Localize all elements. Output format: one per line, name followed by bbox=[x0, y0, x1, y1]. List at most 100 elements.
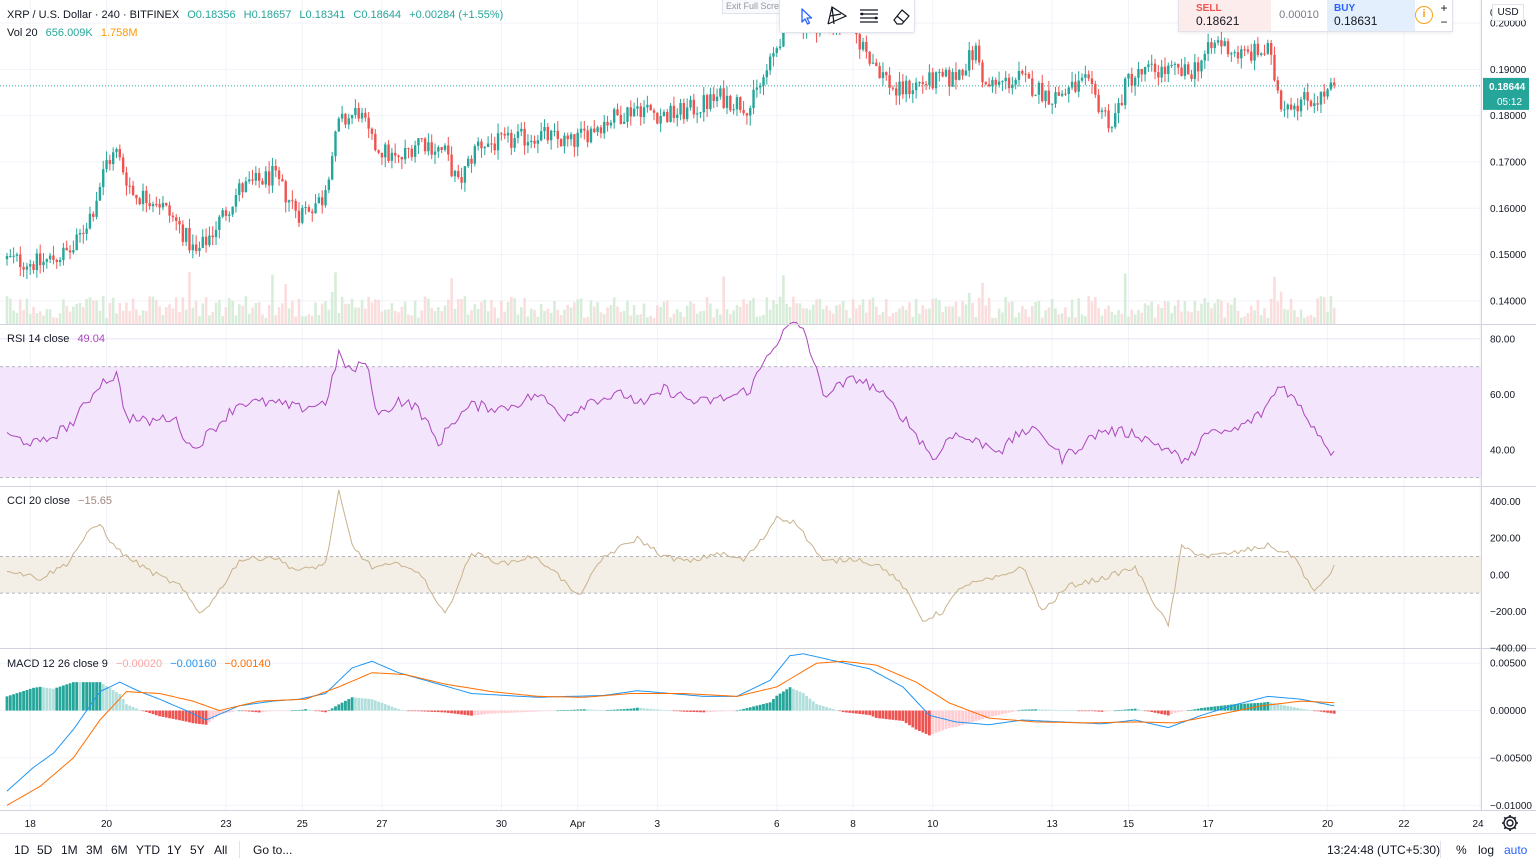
volume-bar bbox=[1303, 317, 1306, 324]
goto-button[interactable]: Go to... bbox=[253, 843, 293, 857]
trend-line-icon[interactable] bbox=[824, 4, 850, 28]
volume-bar bbox=[1110, 311, 1114, 324]
candle-body bbox=[311, 211, 314, 214]
volume-bar bbox=[563, 309, 566, 324]
auto-toggle[interactable]: auto bbox=[1504, 843, 1528, 857]
sell-button[interactable]: SELL 0.18621 bbox=[1179, 0, 1271, 31]
macd-hist-bar bbox=[327, 710, 331, 711]
plus-button[interactable]: + bbox=[1440, 1, 1448, 15]
candle-body bbox=[1256, 43, 1260, 55]
volume-bar bbox=[652, 317, 656, 324]
volume-bar bbox=[669, 317, 672, 324]
macd-hist-bar bbox=[509, 710, 513, 713]
volume-bar bbox=[257, 302, 261, 324]
currency-button[interactable]: USD bbox=[1492, 4, 1524, 21]
range-6m[interactable]: 6M bbox=[111, 843, 128, 857]
symbol-title[interactable]: XRP / U.S. Dollar · 240 · BITFINEX bbox=[7, 9, 180, 21]
volume-bar bbox=[699, 311, 702, 324]
candle-body bbox=[1157, 72, 1160, 78]
macd-label[interactable]: MACD 12 26 close 9 bbox=[7, 658, 108, 670]
log-toggle[interactable]: log bbox=[1478, 843, 1495, 857]
volume-bar bbox=[592, 306, 596, 324]
rsi-label[interactable]: RSI 14 close bbox=[7, 333, 70, 345]
macd-hist-bar bbox=[961, 710, 964, 726]
candle-body bbox=[1097, 94, 1100, 113]
macd-hist-bar bbox=[317, 710, 321, 712]
current-price-label: 0.18644 bbox=[1489, 82, 1526, 93]
volume-bar bbox=[423, 296, 427, 324]
range-all[interactable]: All bbox=[214, 843, 228, 857]
settings-gear-icon[interactable] bbox=[1500, 813, 1520, 833]
fib-lines-icon[interactable] bbox=[856, 4, 882, 28]
range-5d[interactable]: 5D bbox=[37, 843, 53, 857]
candle-body bbox=[685, 107, 689, 120]
macd-hist-bar bbox=[772, 699, 775, 711]
macd-hist-bar bbox=[1097, 710, 1101, 712]
main-legend[interactable]: XRP / U.S. Dollar · 240 · BITFINEX O0.18… bbox=[7, 9, 508, 21]
macd-hist-bar bbox=[908, 710, 911, 726]
volume-bar bbox=[105, 317, 108, 324]
macd-hist-bar bbox=[1302, 709, 1306, 711]
candle-body bbox=[238, 183, 241, 196]
volume-bar bbox=[1021, 305, 1024, 324]
volume-bar bbox=[622, 310, 626, 324]
candle-body bbox=[971, 50, 974, 61]
range-1m[interactable]: 1M bbox=[61, 843, 78, 857]
macd-hist-bar bbox=[1203, 707, 1207, 711]
range-5y[interactable]: 5Y bbox=[190, 843, 205, 857]
range-1y[interactable]: 1Y bbox=[167, 843, 182, 857]
volume-bar bbox=[709, 303, 712, 324]
macd-legend[interactable]: MACD 12 26 close 9 −0.00020 −0.00160 −0.… bbox=[7, 658, 276, 670]
macd-hist-bar bbox=[795, 690, 799, 711]
volume-label[interactable]: Vol 20 bbox=[7, 27, 38, 39]
time-tick-label: 23 bbox=[220, 819, 232, 830]
macd-hist-bar bbox=[1239, 703, 1243, 711]
candle-body bbox=[1130, 73, 1134, 86]
range-1d[interactable]: 1D bbox=[14, 843, 30, 857]
candle-body bbox=[294, 200, 297, 211]
volume-bar bbox=[1196, 310, 1200, 324]
macd-hist-bar bbox=[1219, 705, 1223, 711]
macd-hist-bar bbox=[785, 689, 789, 711]
cci-legend[interactable]: CCI 20 close −15.65 bbox=[7, 495, 117, 507]
rsi-legend[interactable]: RSI 14 close 49.04 bbox=[7, 333, 110, 345]
volume-bar bbox=[606, 307, 609, 324]
volume-bar bbox=[752, 298, 755, 324]
high-value: H0.18657 bbox=[243, 9, 292, 21]
candle-body bbox=[732, 109, 735, 111]
macd-hist-bar bbox=[559, 710, 563, 711]
range-ytd[interactable]: YTD bbox=[136, 843, 160, 857]
volume-bar bbox=[941, 311, 944, 324]
candle-body bbox=[662, 111, 666, 116]
buy-button[interactable]: BUY 0.18631 bbox=[1327, 0, 1415, 31]
volume-bar bbox=[251, 307, 254, 324]
clock-timezone[interactable]: 13:24:48 (UTC+5:30) bbox=[1327, 843, 1441, 857]
candle-body bbox=[427, 142, 430, 152]
macd-hist-bar bbox=[718, 710, 722, 712]
macd-hist-bar bbox=[576, 709, 580, 711]
candle-body bbox=[1316, 103, 1319, 105]
eraser-icon[interactable] bbox=[888, 4, 914, 28]
exit-fullscreen-button[interactable]: Exit Full Screen bbox=[722, 0, 782, 14]
info-icon[interactable]: i bbox=[1415, 6, 1433, 24]
minus-button[interactable]: − bbox=[1440, 15, 1448, 29]
macd-hist-bar bbox=[1007, 710, 1011, 713]
volume-legend[interactable]: Vol 20 656.009K 1.758M bbox=[7, 27, 143, 39]
volume-bar bbox=[188, 272, 191, 324]
macd-hist-bar bbox=[934, 710, 938, 733]
macd-hist-bar bbox=[1329, 710, 1333, 714]
percent-toggle[interactable]: % bbox=[1456, 843, 1467, 857]
range-3m[interactable]: 3M bbox=[86, 843, 103, 857]
macd-hist-bar bbox=[164, 710, 168, 718]
macd-hist-bar bbox=[403, 710, 407, 712]
cci-label[interactable]: CCI 20 close bbox=[7, 495, 70, 507]
macd-hist-bar bbox=[280, 710, 284, 712]
volume-bar bbox=[1306, 316, 1309, 324]
volume-bar bbox=[420, 310, 424, 324]
cursor-icon[interactable] bbox=[794, 4, 820, 28]
candle-body bbox=[191, 244, 195, 251]
macd-hist-bar bbox=[420, 710, 424, 712]
macd-hist-bar bbox=[1024, 709, 1028, 711]
candle-body bbox=[443, 145, 447, 150]
